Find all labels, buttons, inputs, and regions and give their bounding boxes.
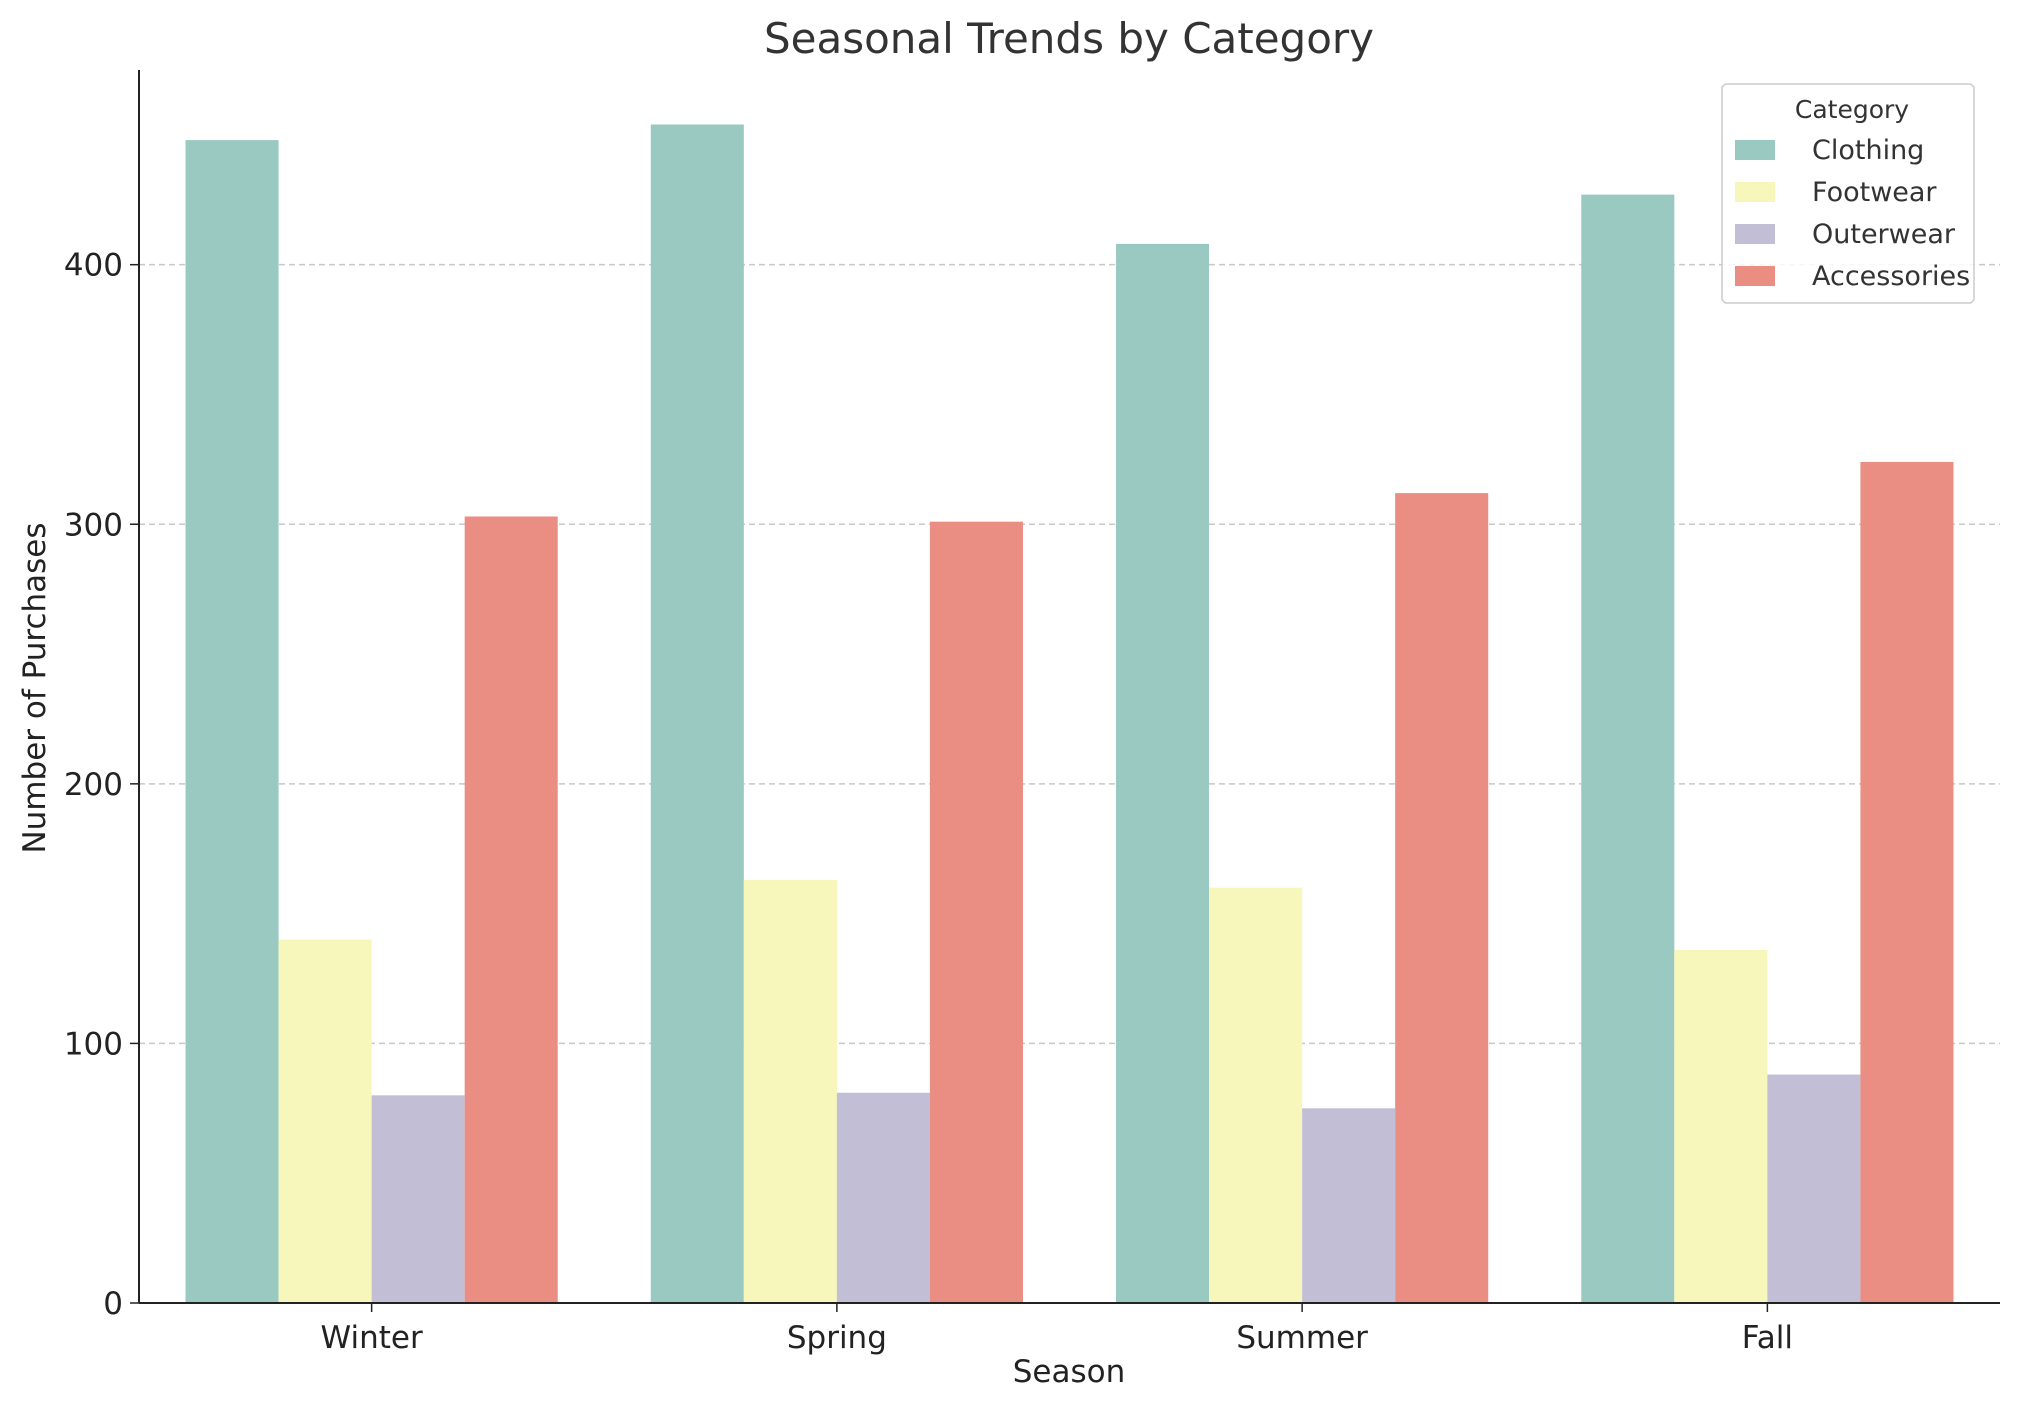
bars-layer [185, 124, 1954, 1304]
legend-title: Category [1795, 95, 1909, 124]
y-tick-label: 0 [103, 1286, 123, 1322]
bar-accessories-spring [929, 521, 1023, 1303]
legend-frame [1721, 83, 1975, 304]
bar-outerwear-fall [1767, 1074, 1861, 1303]
legend-swatch-outerwear [1735, 224, 1775, 244]
x-tick-label: Winter [321, 1320, 423, 1356]
bar-accessories-summer [1395, 493, 1489, 1304]
x-tick-label: Spring [787, 1320, 887, 1356]
bar-footwear-fall [1674, 949, 1768, 1303]
legend-swatch-accessories [1735, 266, 1775, 286]
bar-footwear-summer [1209, 887, 1303, 1303]
bar-clothing-summer [1116, 243, 1210, 1304]
legend-label-accessories: Accessories [1812, 261, 1970, 292]
grid-layer [139, 263, 2000, 1045]
legend-label-clothing: Clothing [1812, 135, 1924, 166]
x-tick-label: Summer [1236, 1320, 1368, 1356]
bar-clothing-fall [1581, 194, 1675, 1303]
y-tick-label: 100 [64, 1026, 123, 1062]
ticks-layer: 0 100 200 300 400 Winter Spring Summer Fall [64, 248, 1793, 1356]
bar-outerwear-winter [371, 1095, 465, 1303]
legend-label-footwear: Footwear [1812, 177, 1937, 208]
y-tick-label: 400 [64, 248, 123, 284]
bar-footwear-spring [743, 879, 837, 1303]
bar-clothing-spring [650, 124, 744, 1303]
x-tick-label: Fall [1742, 1320, 1793, 1356]
bar-outerwear-summer [1302, 1108, 1396, 1303]
y-tick-label: 200 [64, 767, 123, 803]
legend-swatch-clothing [1735, 140, 1775, 160]
bar-outerwear-spring [836, 1092, 930, 1303]
legend-label-outerwear: Outerwear [1812, 219, 1956, 250]
legend-swatch-footwear [1735, 182, 1775, 202]
bar-footwear-winter [278, 939, 372, 1303]
x-axis-label: Season [1013, 1354, 1126, 1390]
legend-items: Clothing Footwear Outerwear Accessories [1735, 135, 1970, 292]
bar-clothing-winter [185, 140, 279, 1304]
bar-accessories-fall [1860, 461, 1954, 1303]
y-tick-label: 300 [64, 507, 123, 543]
chart-title: Seasonal Trends by Category [764, 14, 1374, 63]
y-axis-label: Number of Purchases [17, 522, 53, 853]
bar-accessories-winter [464, 516, 558, 1303]
legend: Category Clothing Footwear Outerwear Access… [1721, 83, 1975, 304]
axes-layer [138, 70, 2000, 1304]
